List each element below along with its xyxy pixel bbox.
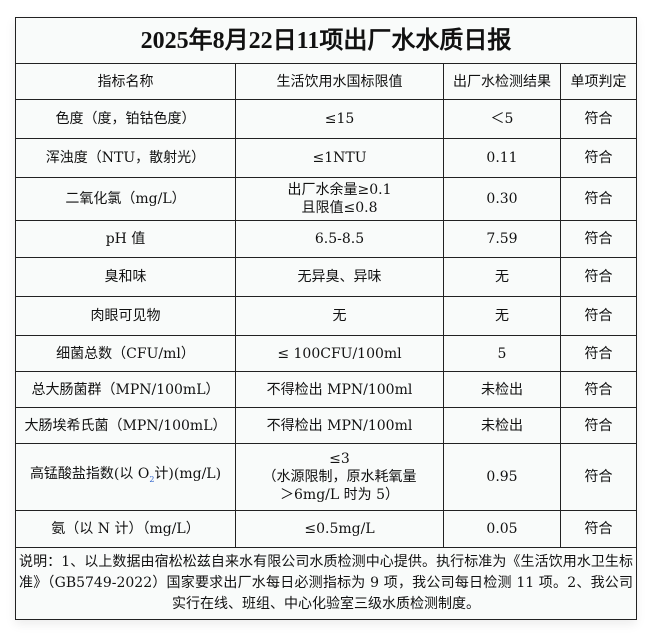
verdict-cell: 符合 [560,220,637,258]
table-row: 细菌总数（CFU/ml） ≤ 100CFU/100ml 5 符合 [15,335,637,372]
report-title: 2025年8月22日11项出厂水水质日报 [15,17,637,64]
limit-cell: 无 [235,296,444,336]
limit-line: ≤ 100CFU/100ml [277,345,402,362]
indicator-name: 肉眼可见物 [90,308,161,324]
limit-cell: 无异臭、异味 [235,257,444,297]
indicator-cell: 二氧化氯（mg/L） [15,177,236,221]
indicator-cell: 氨（以 N 计）（mg/L） [15,510,236,548]
limit-cell: ≤15 [235,99,444,139]
result-cell: 无 [443,296,561,336]
limit-line: 不得检出 MPN/100ml [266,381,413,398]
water-quality-report: 2025年8月22日11项出厂水水质日报 指标名称 生活饮用水国标限值 出厂水检… [15,17,637,620]
indicator-name: 色度（度，铂钴色度） [55,111,196,127]
header-verdict: 单项判定 [560,63,637,100]
table-row: 浑浊度（NTU，散射光） ≤1NTU 0.11 符合 [15,138,637,178]
result-cell: 7.59 [443,220,561,258]
result-cell: ＜5 [443,99,561,139]
indicator-name-part: 计)(mg/L) [154,466,222,483]
result-cell: 0.30 [443,177,561,221]
limit-line: 出厂水余量≥0.1 [287,182,392,198]
report-table: 2025年8月22日11项出厂水水质日报 指标名称 生活饮用水国标限值 出厂水检… [15,17,637,620]
result-cell: 0.11 [443,138,561,178]
indicator-name-part: 高锰酸盐指数(以 O [29,466,150,483]
indicator-cell: 高锰酸盐指数(以 O2计)(mg/L) [15,443,236,511]
indicator-name: 细菌总数（CFU/ml） [56,345,195,362]
limit-cell: 6.5-8.5 [235,220,444,258]
verdict-cell: 符合 [560,335,637,372]
limit-line: ≤1NTU [312,150,367,166]
verdict-cell: 符合 [560,371,637,408]
table-row: pH 值 6.5-8.5 7.59 符合 [15,220,637,258]
indicator-cell: 肉眼可见物 [15,296,236,336]
subscript: 2 [149,474,155,484]
indicator-name: 氨（以 N 计）（mg/L） [51,521,200,537]
indicator-cell: pH 值 [15,220,236,258]
limit-line: 且限值≤0.8 [301,200,378,216]
indicator-name: 二氧化氯（mg/L） [65,191,186,207]
header-limit: 生活饮用水国标限值 [235,63,444,100]
header-row: 指标名称 生活饮用水国标限值 出厂水检测结果 单项判定 [15,63,637,100]
limit-cell: 不得检出 MPN/100ml [235,407,444,444]
limit-cell: 出厂水余量≥0.1 且限值≤0.8 [235,177,444,221]
verdict-cell: 符合 [560,177,637,221]
result-cell: 无 [443,257,561,297]
table-row: 氨（以 N 计）（mg/L） ≤0.5mg/L 0.05 符合 [15,510,637,548]
limit-line: （水源限制，原水耗氧量 [262,469,417,485]
table-row: 总大肠菌群（MPN/100mL） 不得检出 MPN/100ml 未检出 符合 [15,371,637,408]
verdict-cell: 符合 [560,99,637,139]
limit-cell: ≤ 100CFU/100ml [235,335,444,372]
indicator-name: 高锰酸盐指数(以 O2计)(mg/L) [29,466,222,484]
indicator-name: pH 值 [105,231,146,247]
table-row: 色度（度，铂钴色度） ≤15 ＜5 符合 [15,99,637,139]
indicator-name: 臭和味 [104,269,147,285]
table-row: 大肠埃希氏菌（MPN/100mL） 不得检出 MPN/100ml 未检出 符合 [15,407,637,444]
table-row: 二氧化氯（mg/L） 出厂水余量≥0.1 且限值≤0.8 0.30 符合 [15,177,637,221]
report-note: 说明：1、以上数据由宿松松兹自来水有限公司水质检测中心提供。执行标准为《生活饮用… [15,547,637,620]
limit-line: ≤3 [329,451,350,467]
limit-line: 不得检出 MPN/100ml [266,417,413,434]
limit-cell: ≤3 （水源限制，原水耗氧量 ＞6mg/L 时为 5） [235,443,444,511]
limit-line: 6.5-8.5 [314,231,365,247]
limit-line: 无异臭、异味 [297,269,382,285]
result-cell: 未检出 [443,407,561,444]
header-result: 出厂水检测结果 [443,63,561,100]
indicator-name: 大肠埃希氏菌（MPN/100mL） [24,417,227,434]
indicator-cell: 色度（度，铂钴色度） [15,99,236,139]
result-cell: 未检出 [443,371,561,408]
limit-line: ≤0.5mg/L [304,521,375,537]
indicator-name: 总大肠菌群（MPN/100mL） [31,381,220,398]
verdict-cell: 符合 [560,296,637,336]
header-indicator: 指标名称 [15,63,236,100]
indicator-cell: 臭和味 [15,257,236,297]
limit-cell: ≤0.5mg/L [235,510,444,548]
verdict-cell: 符合 [560,443,637,511]
verdict-cell: 符合 [560,407,637,444]
table-row: 肉眼可见物无无符合 [15,296,637,336]
indicator-cell: 细菌总数（CFU/ml） [15,335,236,372]
indicator-cell: 总大肠菌群（MPN/100mL） [15,371,236,408]
limit-line: ≤15 [324,111,355,127]
result-cell: 0.95 [443,443,561,511]
result-cell: 0.05 [443,510,561,548]
table-row: 臭和味 无异臭、异味 无符合 [15,257,637,297]
verdict-cell: 符合 [560,510,637,548]
verdict-cell: 符合 [560,138,637,178]
result-cell: 5 [443,335,561,372]
table-row: 高锰酸盐指数(以 O2计)(mg/L) ≤3 （水源限制，原水耗氧量 ＞6mg/L 时… [15,443,637,511]
indicator-name: 浑浊度（NTU，散射光） [45,150,206,166]
indicator-cell: 浑浊度（NTU，散射光） [15,138,236,178]
limit-line: ＞6mg/L 时为 5） [280,487,399,503]
verdict-cell: 符合 [560,257,637,297]
limit-cell: ≤1NTU [235,138,444,178]
indicator-cell: 大肠埃希氏菌（MPN/100mL） [15,407,236,444]
limit-cell: 不得检出 MPN/100ml [235,371,444,408]
limit-line: 无 [332,308,347,324]
